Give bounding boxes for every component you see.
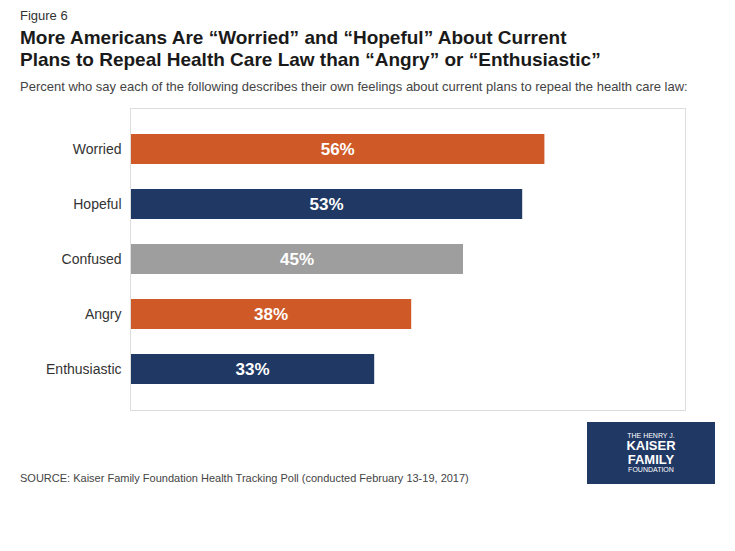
svg-text:Enthusiastic: Enthusiastic <box>46 361 121 377</box>
svg-text:53%: 53% <box>310 195 344 214</box>
html-text:Percent who say each of the fo: Percent who say each of the following de… <box>20 78 688 94</box>
svg-text:Hopeful: Hopeful <box>73 196 121 212</box>
html-text:SOURCE: Kaiser Family Foundati: SOURCE: Kaiser Family Foundation Health … <box>20 471 469 484</box>
svg-text:Worried: Worried <box>73 141 122 157</box>
html-text:KAISER: KAISER <box>626 438 676 453</box>
svg-text:33%: 33% <box>236 360 270 379</box>
html-text:More Americans Are “Worried” a: More Americans Are “Worried” and “Hopefu… <box>20 27 601 70</box>
html-text:THE HENRY J.: THE HENRY J. <box>627 431 675 439</box>
svg-text:Angry: Angry <box>85 306 122 322</box>
html-text:FOUNDATION: FOUNDATION <box>628 466 674 474</box>
html-text:Figure 6: Figure 6 <box>20 8 68 23</box>
html-text:FAMILY: FAMILY <box>627 451 675 467</box>
svg-text:38%: 38% <box>254 305 288 324</box>
svg-text:56%: 56% <box>321 140 355 159</box>
svg-text:Confused: Confused <box>62 251 122 267</box>
svg-text:45%: 45% <box>280 250 314 269</box>
